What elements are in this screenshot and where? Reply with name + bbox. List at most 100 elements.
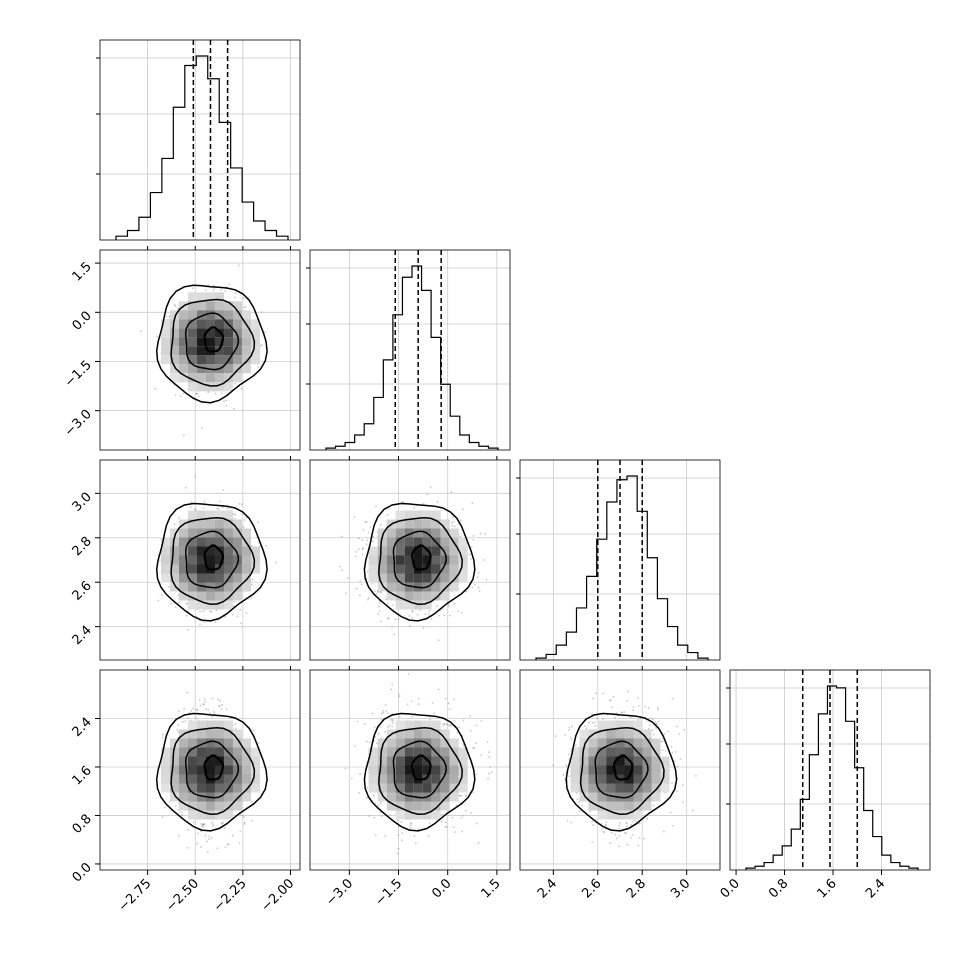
scatter-point — [444, 825, 447, 828]
scatter-point — [384, 731, 386, 733]
scatter-point — [602, 692, 604, 695]
contour-level-3 — [612, 754, 634, 781]
scatter-point — [565, 764, 568, 767]
scatter-point — [484, 533, 486, 535]
density-cell — [431, 810, 441, 820]
density-cell — [615, 738, 625, 748]
scatter-point — [443, 614, 446, 617]
density-cell — [223, 382, 233, 392]
density-cell — [570, 783, 580, 793]
density-cell — [449, 783, 459, 793]
density-cell — [449, 555, 459, 565]
scatter-point — [257, 366, 260, 368]
density-cell — [178, 319, 188, 329]
scatter-point — [601, 718, 604, 721]
contour-level-3 — [203, 754, 225, 781]
density-cell — [223, 555, 233, 565]
scatter-point — [571, 725, 573, 728]
scatter-point — [358, 791, 360, 794]
scatter-panel-1-0 — [99, 249, 301, 451]
scatter-point — [361, 548, 364, 550]
x-tick-label: 2.6 — [579, 876, 604, 901]
scatter-point — [161, 815, 164, 818]
scatter-point — [379, 726, 382, 729]
scatter-point — [200, 426, 203, 429]
density-cell — [178, 555, 188, 565]
density-cell — [386, 747, 396, 757]
scatter-point — [192, 821, 195, 824]
scatter-point — [184, 720, 187, 722]
scatter-point — [595, 692, 598, 695]
density-cell — [214, 765, 224, 775]
scatter-point — [657, 707, 660, 709]
scatter-point — [204, 289, 207, 292]
scatter-point — [239, 608, 242, 611]
density-cell — [169, 573, 179, 583]
scatter-panel-3-1 — [309, 669, 511, 871]
scatter-point — [207, 850, 209, 853]
density-cell — [386, 582, 396, 592]
scatter-point — [243, 306, 246, 309]
scatter-point — [233, 605, 235, 607]
scatter-point — [419, 609, 422, 611]
x-tick-label: −2.25 — [211, 876, 250, 915]
scatter-point — [637, 844, 640, 847]
density-cell — [232, 582, 242, 592]
scatter-point — [469, 811, 472, 814]
density-cell — [214, 373, 224, 383]
scatter-point — [240, 387, 243, 390]
scatter-point — [453, 719, 456, 722]
density-cell — [458, 546, 468, 556]
scatter-point — [459, 535, 462, 538]
density-cell — [196, 373, 206, 383]
scatter-point — [365, 520, 368, 523]
density-cell — [232, 774, 242, 784]
scatter-point — [430, 618, 433, 620]
scatter-panel-3-0 — [99, 669, 301, 871]
scatter-point — [213, 712, 216, 715]
density-cell — [615, 783, 625, 793]
scatter-point — [384, 834, 387, 837]
density-cell — [241, 555, 251, 565]
scatter-point — [218, 705, 221, 708]
scatter-point — [215, 609, 218, 612]
density-cell — [169, 555, 179, 565]
scatter-point — [411, 609, 414, 612]
scatter-point — [487, 777, 489, 780]
density-cell — [187, 747, 197, 757]
scatter-point — [437, 688, 440, 691]
scatter-point — [478, 590, 481, 592]
scatter-point — [385, 598, 387, 601]
density-cell — [241, 738, 251, 748]
density-cell — [422, 564, 432, 574]
scatter-point — [601, 828, 603, 830]
scatter-point — [452, 826, 455, 829]
scatter-point — [675, 790, 678, 793]
density-cell — [606, 738, 616, 748]
scatter-point — [182, 392, 185, 395]
scatter-point — [618, 835, 621, 838]
scatter-point — [451, 816, 454, 819]
scatter-point — [379, 802, 382, 805]
scatter-point — [417, 828, 420, 831]
density-cell — [232, 564, 242, 574]
scatter-point — [203, 703, 205, 706]
scatter-point — [620, 711, 623, 714]
density-cell — [633, 729, 643, 739]
scatter-point — [671, 751, 674, 754]
scatter-point — [562, 774, 565, 776]
density-cell — [642, 792, 652, 802]
scatter-point — [238, 502, 241, 505]
density-cell — [187, 519, 197, 529]
scatter-point — [163, 806, 166, 809]
density-cell — [196, 301, 206, 311]
scatter-point — [345, 592, 348, 595]
density-cell — [651, 756, 661, 766]
scatter-point — [406, 703, 409, 706]
density-cell — [187, 756, 197, 766]
density-cell — [606, 783, 616, 793]
scatter-point — [209, 610, 211, 613]
scatter-point — [196, 392, 199, 395]
density-cell — [214, 301, 224, 311]
scatter-point — [196, 708, 199, 711]
